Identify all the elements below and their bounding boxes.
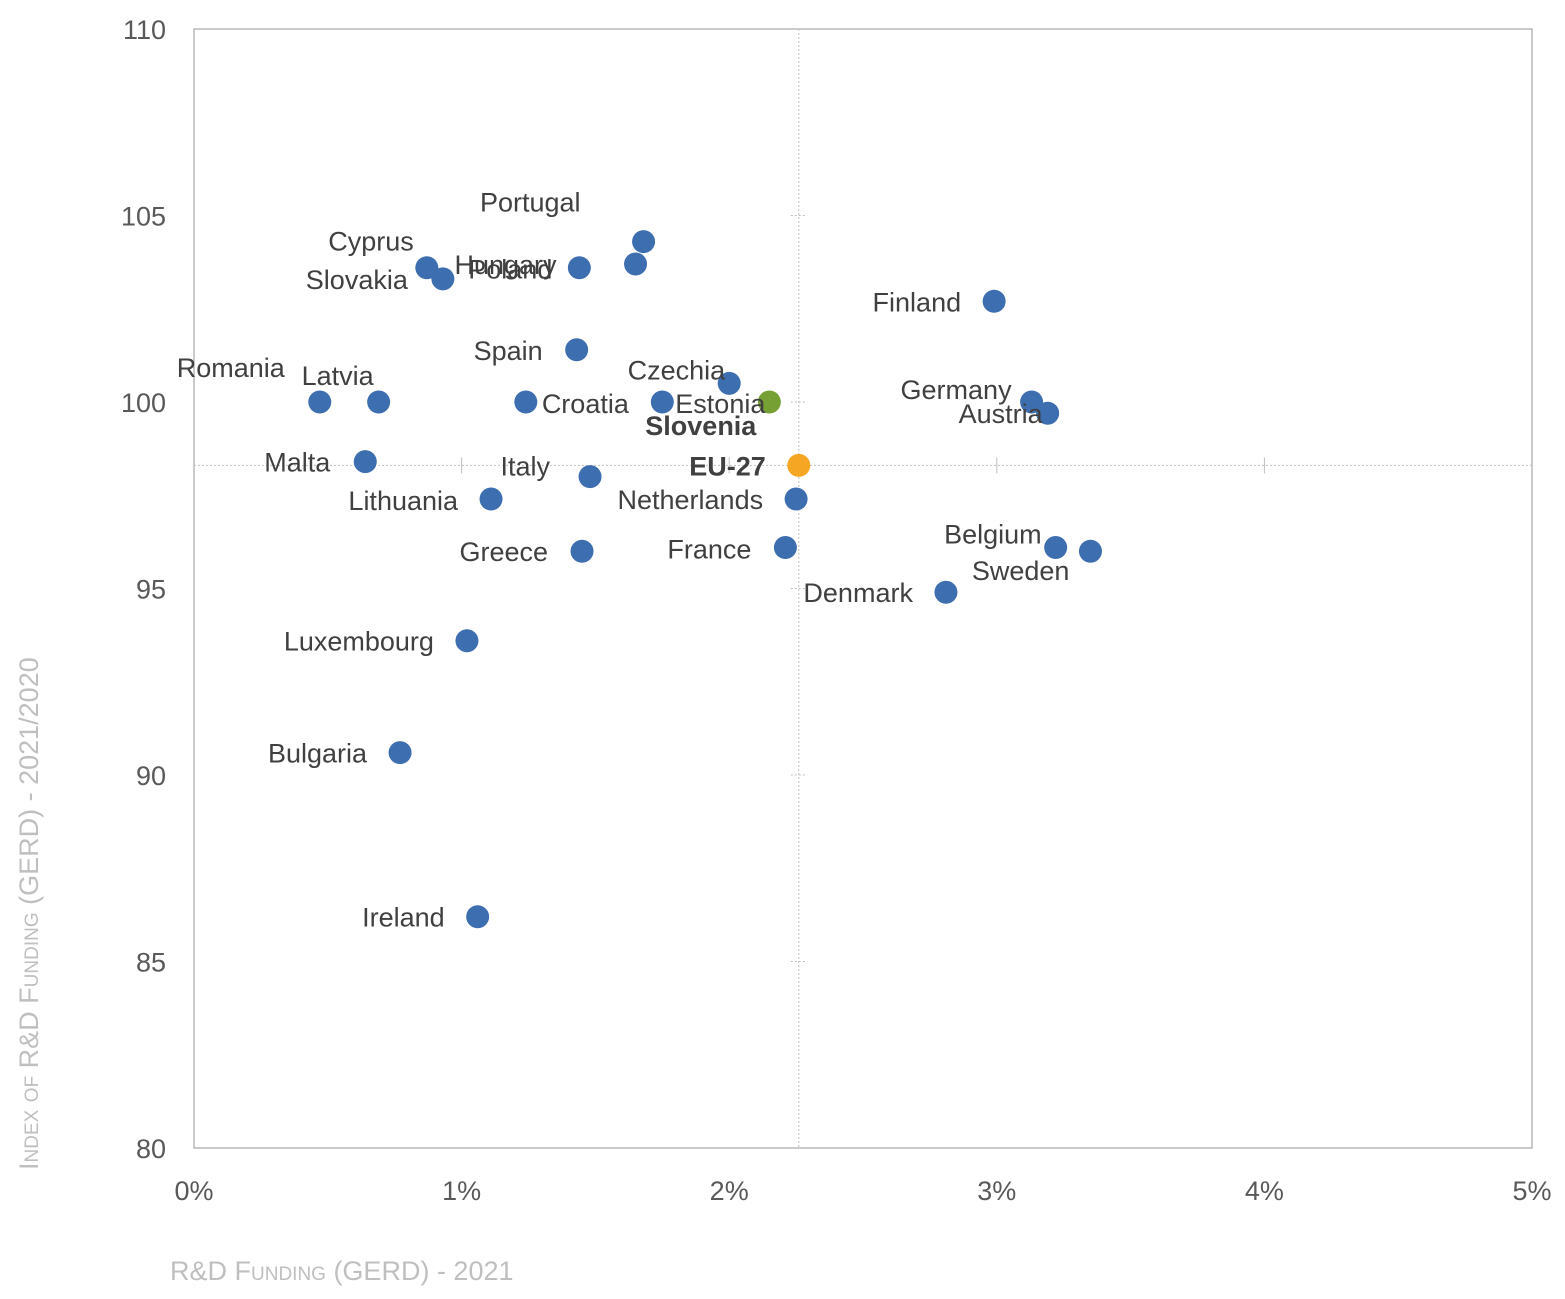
point-spain [565, 338, 589, 362]
label-latvia: Latvia [302, 361, 375, 391]
point-romania [308, 390, 332, 414]
label-ireland: Ireland [362, 903, 445, 933]
label-sweden: Sweden [972, 556, 1070, 586]
point-sweden [1078, 539, 1102, 563]
point-netherlands [784, 487, 808, 511]
x-axis-title: R&D Funding (GERD) - 2021 [170, 1256, 514, 1286]
point-lithuania [479, 487, 503, 511]
label-malta: Malta [264, 448, 331, 478]
x-tick-label: 1% [442, 1176, 481, 1206]
y-axis-title: Index of R&D Funding (GERD) - 2021/2020 [14, 657, 44, 1170]
point-malta [353, 450, 377, 474]
x-tick-label: 3% [977, 1176, 1016, 1206]
x-tick-label: 4% [1245, 1176, 1284, 1206]
label-romania: Romania [177, 353, 286, 383]
label-germany: Germany [901, 375, 1013, 405]
point-ireland [466, 905, 490, 929]
y-tick-label: 80 [136, 1134, 166, 1164]
label-czechia: Czechia [628, 355, 727, 385]
point-estonia [650, 390, 674, 414]
label-finland: Finland [873, 287, 962, 317]
y-tick-label: 90 [136, 761, 166, 791]
point-poland [567, 256, 591, 280]
x-tick-label: 5% [1512, 1176, 1551, 1206]
label-spain: Spain [474, 336, 543, 366]
label-bulgaria: Bulgaria [268, 739, 368, 769]
label-luxembourg: Luxembourg [284, 627, 434, 657]
label-netherlands: Netherlands [618, 485, 764, 515]
label-france: France [667, 534, 751, 564]
point-eu-27 [787, 453, 811, 477]
label-austria: Austria [959, 399, 1044, 429]
label-eu-27: EU-27 [689, 451, 766, 481]
point-greece [570, 539, 594, 563]
x-tick-label: 0% [174, 1176, 213, 1206]
label-slovenia: Slovenia [645, 411, 757, 441]
label-lithuania: Lithuania [348, 486, 459, 516]
point-czechia [717, 371, 741, 395]
label-italy: Italy [501, 452, 551, 482]
label-poland: Poland [468, 255, 552, 285]
point-italy [578, 465, 602, 489]
point-slovenia [757, 390, 781, 414]
axis-ticks: 0% 1% 2% 3% 4% 5% 80 85 90 95 100 105 110 [121, 15, 1552, 1206]
y-tick-label: 85 [136, 948, 166, 978]
label-estonia: Estonia [675, 389, 766, 419]
label-cyprus: Cyprus [328, 227, 414, 257]
y-tick-label: 95 [136, 575, 166, 605]
label-portugal: Portugal [480, 188, 581, 218]
point-latvia [367, 390, 391, 414]
data-points [308, 230, 1102, 929]
point-denmark [934, 580, 958, 604]
x-tick-label: 2% [710, 1176, 749, 1206]
y-tick-label: 110 [123, 15, 166, 45]
point-cyprus [415, 256, 439, 280]
point-germany [1020, 390, 1044, 414]
point-bulgaria [388, 741, 412, 765]
label-greece: Greece [459, 537, 548, 567]
point-france [773, 535, 797, 559]
point-finland [982, 289, 1006, 313]
point-hungary [624, 252, 648, 276]
point-portugal [632, 230, 656, 254]
label-belgium: Belgium [944, 519, 1042, 549]
point-luxembourg [455, 629, 479, 653]
point-slovakia [431, 267, 455, 291]
y-tick-label: 105 [121, 202, 166, 232]
label-slovakia: Slovakia [306, 265, 409, 295]
label-hungary: Hungary [454, 250, 557, 280]
label-croatia: Croatia [542, 389, 630, 419]
reference-lines [194, 29, 1532, 1148]
point-belgium [1044, 535, 1068, 559]
point-austria [1036, 401, 1060, 425]
point-croatia [514, 390, 538, 414]
plot-area [193, 28, 1533, 1149]
y-tick-label: 100 [121, 388, 166, 418]
label-denmark: Denmark [803, 578, 913, 608]
